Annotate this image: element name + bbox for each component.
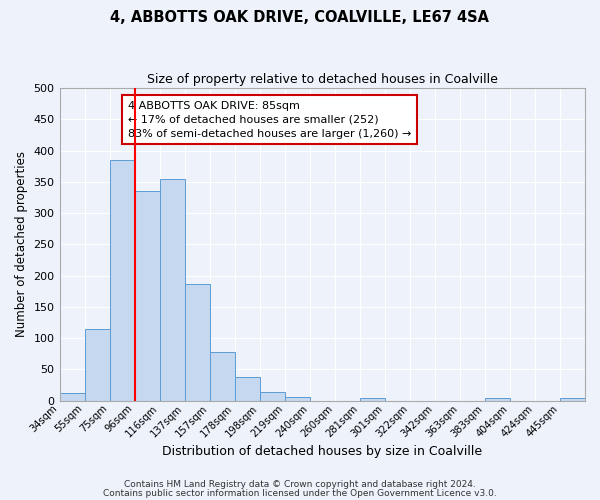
Text: Contains HM Land Registry data © Crown copyright and database right 2024.: Contains HM Land Registry data © Crown c… xyxy=(124,480,476,489)
Y-axis label: Number of detached properties: Number of detached properties xyxy=(15,152,28,338)
Bar xyxy=(85,328,110,400)
Title: Size of property relative to detached houses in Coalville: Size of property relative to detached ho… xyxy=(147,72,498,86)
Bar xyxy=(59,393,85,400)
Text: Contains public sector information licensed under the Open Government Licence v3: Contains public sector information licen… xyxy=(103,488,497,498)
Bar xyxy=(260,392,285,400)
Bar xyxy=(209,352,235,401)
Bar xyxy=(134,191,160,400)
Text: 4 ABBOTTS OAK DRIVE: 85sqm
← 17% of detached houses are smaller (252)
83% of sem: 4 ABBOTTS OAK DRIVE: 85sqm ← 17% of deta… xyxy=(128,100,411,138)
Bar xyxy=(485,398,510,400)
Bar xyxy=(160,178,185,400)
Bar xyxy=(235,377,260,400)
Text: 4, ABBOTTS OAK DRIVE, COALVILLE, LE67 4SA: 4, ABBOTTS OAK DRIVE, COALVILLE, LE67 4S… xyxy=(110,10,490,25)
Bar xyxy=(285,397,310,400)
Bar xyxy=(560,398,585,400)
X-axis label: Distribution of detached houses by size in Coalville: Distribution of detached houses by size … xyxy=(162,444,482,458)
Bar xyxy=(360,398,385,400)
Bar xyxy=(185,284,209,401)
Bar xyxy=(110,160,134,400)
